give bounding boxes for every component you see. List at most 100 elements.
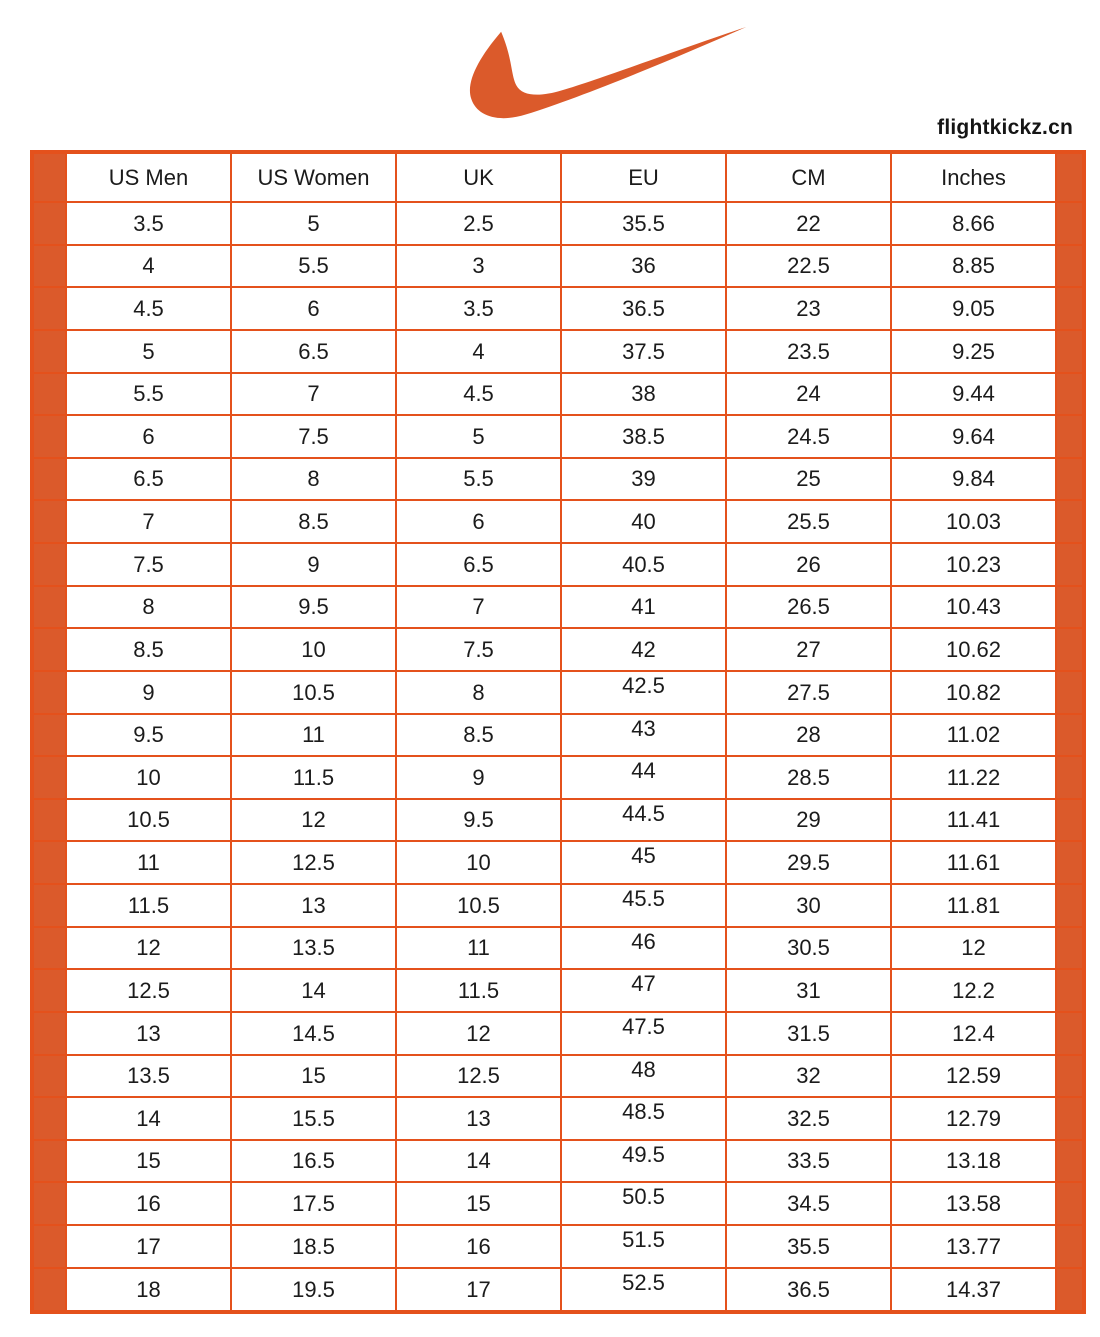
table-row: 7.5 9 6.5 40.5 26 10.23	[31, 542, 1085, 587]
column-header-4: CM	[725, 151, 892, 203]
left-accent-bar	[31, 883, 67, 928]
table-cell: 9.5	[65, 712, 232, 758]
table-row: 6.5 8 5.5 39 25 9.84	[31, 456, 1085, 502]
left-accent-bar	[31, 456, 67, 502]
table-cell: 18	[65, 1266, 232, 1314]
table-cell: 22	[725, 201, 892, 246]
table-cell: 19.5	[230, 1266, 397, 1314]
table-cell: 45	[560, 840, 727, 885]
table-cell: 13.58	[890, 1181, 1057, 1226]
table-cell: 5	[65, 328, 232, 374]
table-cell: 11.61	[890, 840, 1057, 885]
left-accent-bar	[31, 243, 67, 289]
table-cell: 4	[65, 243, 232, 289]
table-cell: 6.5	[395, 542, 562, 587]
table-cell: 28	[725, 712, 892, 758]
table-row: 13 14.5 12 47.5 31.5 12.4	[31, 1010, 1085, 1056]
column-header-5: Inches	[890, 151, 1057, 203]
table-cell: 13.5	[65, 1053, 232, 1099]
table-cell: 48.5	[560, 1096, 727, 1141]
table-row: 11 12.5 10 45 29.5 11.61	[31, 840, 1085, 885]
right-accent-bar	[1055, 456, 1085, 502]
table-cell: 12	[65, 925, 232, 971]
table-cell: 9.44	[890, 371, 1057, 417]
table-cell: 8	[230, 456, 397, 502]
column-header-2: UK	[395, 151, 562, 203]
table-cell: 49.5	[560, 1138, 727, 1184]
table-cell: 12.59	[890, 1053, 1057, 1099]
table-cell: 5.5	[395, 456, 562, 502]
left-accent-bar	[31, 414, 67, 459]
right-accent-bar	[1055, 371, 1085, 417]
table-cell: 11.5	[395, 968, 562, 1013]
table-cell: 9.25	[890, 328, 1057, 374]
table-row: 15 16.5 14 49.5 33.5 13.18	[31, 1138, 1085, 1184]
size-table-container: US Men US Women UK EU CM Inches 3.5 5 2.5 35.5 22…	[30, 150, 1086, 1314]
right-accent-bar	[1055, 499, 1085, 544]
table-cell: 10	[395, 840, 562, 885]
table-cell: 4.5	[65, 286, 232, 331]
right-accent-bar	[1055, 669, 1085, 715]
table-cell: 32	[725, 1053, 892, 1099]
table-cell: 41	[560, 584, 727, 630]
table-cell: 11.5	[65, 883, 232, 928]
table-cell: 10.5	[65, 797, 232, 843]
table-cell: 43	[560, 712, 727, 758]
right-accent-bar	[1055, 1181, 1085, 1226]
column-header-3: EU	[560, 151, 727, 203]
table-cell: 44	[560, 755, 727, 800]
table-cell: 8	[395, 669, 562, 715]
table-cell: 7.5	[395, 627, 562, 672]
table-cell: 34.5	[725, 1181, 892, 1226]
left-accent-bar	[31, 1181, 67, 1226]
left-accent-bar	[31, 542, 67, 587]
table-cell: 7	[230, 371, 397, 417]
table-cell: 14.37	[890, 1266, 1057, 1314]
table-cell: 45.5	[560, 883, 727, 928]
table-cell: 10.62	[890, 627, 1057, 672]
table-cell: 11	[395, 925, 562, 971]
table-cell: 27.5	[725, 669, 892, 715]
table-cell: 42.5	[560, 669, 727, 715]
right-accent-bar	[1055, 1138, 1085, 1184]
table-row: 4.5 6 3.5 36.5 23 9.05	[31, 286, 1085, 331]
table-cell: 7	[395, 584, 562, 630]
table-cell: 15	[65, 1138, 232, 1184]
watermark-text: flightkickz.cn	[937, 116, 1073, 139]
table-row: 13.5 15 12.5 48 32 12.59	[31, 1053, 1085, 1099]
table-cell: 11.5	[230, 755, 397, 800]
table-cell: 11	[230, 712, 397, 758]
table-row: 14 15.5 13 48.5 32.5 12.79	[31, 1096, 1085, 1141]
right-accent-bar	[1055, 328, 1085, 374]
right-accent-bar	[1055, 1096, 1085, 1141]
table-cell: 42	[560, 627, 727, 672]
table-cell: 12.79	[890, 1096, 1057, 1141]
table-cell: 8	[65, 584, 232, 630]
right-accent-bar	[1055, 584, 1085, 630]
table-cell: 11.22	[890, 755, 1057, 800]
table-cell: 14	[65, 1096, 232, 1141]
left-accent-bar	[31, 755, 67, 800]
table-cell: 15	[230, 1053, 397, 1099]
left-accent-bar	[31, 1053, 67, 1099]
table-cell: 8.85	[890, 243, 1057, 289]
table-cell: 9.05	[890, 286, 1057, 331]
left-accent-bar	[31, 201, 67, 246]
table-cell: 25	[725, 456, 892, 502]
table-cell: 10.23	[890, 542, 1057, 587]
table-cell: 38.5	[560, 414, 727, 459]
table-row: 16 17.5 15 50.5 34.5 13.58	[31, 1181, 1085, 1226]
table-cell: 18.5	[230, 1224, 397, 1269]
table-row: 6 7.5 5 38.5 24.5 9.64	[31, 414, 1085, 459]
table-cell: 7.5	[230, 414, 397, 459]
table-cell: 6.5	[65, 456, 232, 502]
table-row: 10 11.5 9 44 28.5 11.22	[31, 755, 1085, 800]
left-accent-bar	[31, 584, 67, 630]
table-cell: 50.5	[560, 1181, 727, 1226]
table-cell: 39	[560, 456, 727, 502]
table-cell: 14	[395, 1138, 562, 1184]
left-accent-bar	[31, 328, 67, 374]
table-row: 18 19.5 17 52.5 36.5 14.37	[31, 1266, 1085, 1314]
table-cell: 40.5	[560, 542, 727, 587]
table-cell: 5.5	[230, 243, 397, 289]
